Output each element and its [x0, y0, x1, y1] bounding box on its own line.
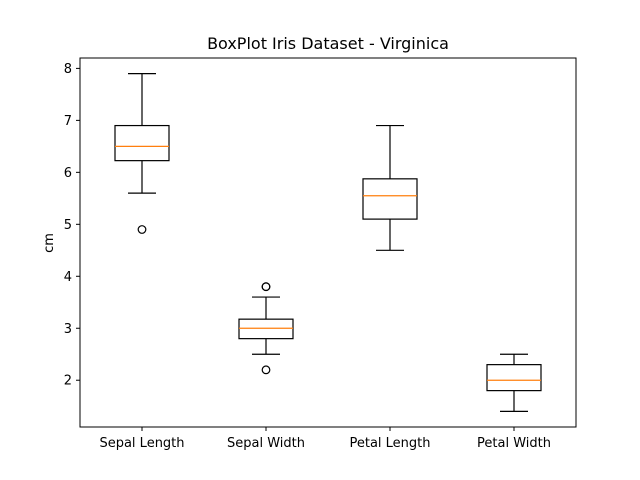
outlier-point-sepal-width	[261, 365, 271, 375]
y-tick-label: 2	[64, 374, 72, 389]
y-tick-label: 6	[64, 166, 72, 181]
x-tick-label-petal-width: Petal Width	[477, 436, 551, 451]
y-tick-label: 5	[64, 218, 72, 233]
plot-area: 2 3 4 5 6 7 8 Sepal Length Sepal Width Petal Leng…	[64, 62, 551, 451]
y-axis-label: cm	[42, 233, 57, 253]
y-tick-label: 7	[64, 114, 72, 129]
x-tick-label-petal-length: Petal Length	[349, 436, 430, 451]
outlier-point-sepal-length	[137, 225, 147, 234]
x-tick-label-sepal-length: Sepal Length	[99, 436, 184, 451]
axes-frame	[79, 57, 577, 428]
x-tick-label-sepal-width: Sepal Width	[227, 436, 305, 451]
iqr-box-petal-width	[486, 364, 542, 392]
iqr-box-sepal-length	[114, 124, 170, 162]
y-tick-label: 4	[64, 270, 72, 285]
chart-title: BoxPlot Iris Dataset - Virginica	[207, 34, 449, 53]
outlier-point-sepal-width	[261, 282, 271, 292]
iqr-box-sepal-width	[238, 318, 294, 340]
y-tick-label: 8	[64, 62, 72, 77]
y-tick-label: 3	[64, 322, 72, 337]
iqr-box-petal-length	[362, 178, 418, 220]
